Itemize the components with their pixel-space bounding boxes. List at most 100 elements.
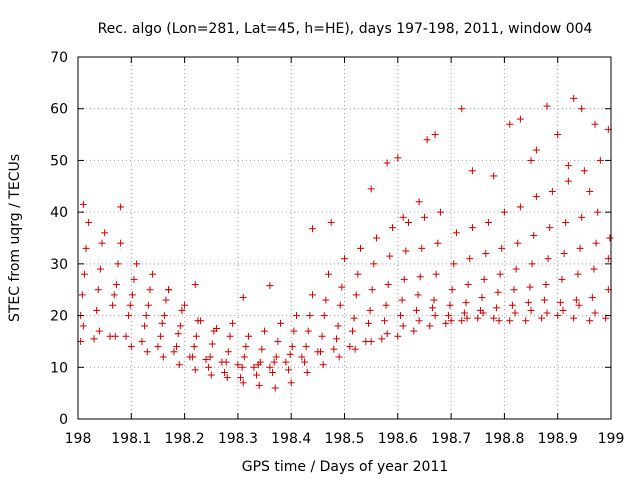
data-point xyxy=(423,136,431,144)
x-tick-label: 198.8 xyxy=(484,431,524,447)
data-point xyxy=(412,306,420,314)
data-point xyxy=(178,306,186,314)
data-point xyxy=(578,213,586,221)
data-point xyxy=(564,162,572,170)
y-axis-label: STEC from uqrg / TECUs xyxy=(7,154,23,322)
data-point xyxy=(157,332,165,340)
data-point xyxy=(141,322,149,330)
data-point xyxy=(506,317,514,325)
data-point xyxy=(271,384,279,392)
data-point xyxy=(162,296,170,304)
data-point xyxy=(122,332,130,340)
data-point xyxy=(101,229,109,237)
data-point xyxy=(468,224,476,232)
data-point xyxy=(498,244,506,252)
data-point xyxy=(117,203,125,211)
data-point xyxy=(176,322,184,330)
data-point xyxy=(367,185,375,193)
data-point xyxy=(170,348,178,356)
data-point xyxy=(93,306,101,314)
data-point xyxy=(492,304,500,312)
data-point xyxy=(575,301,583,309)
data-point xyxy=(500,208,508,216)
y-tick-label: 70 xyxy=(50,50,68,66)
data-point xyxy=(290,327,298,335)
data-point xyxy=(383,159,391,167)
data-point xyxy=(588,293,596,301)
data-point xyxy=(540,296,548,304)
data-point xyxy=(591,120,599,128)
data-point xyxy=(110,291,118,299)
data-point xyxy=(174,330,182,338)
data-point xyxy=(490,314,498,322)
data-point xyxy=(224,348,232,356)
data-point xyxy=(239,293,247,301)
data-point xyxy=(175,361,183,369)
y-tick-label: 20 xyxy=(50,309,68,325)
data-point xyxy=(191,281,199,289)
data-point xyxy=(338,283,346,291)
x-tick-label: 198.6 xyxy=(378,431,418,447)
data-point xyxy=(562,218,570,226)
data-point xyxy=(304,327,312,335)
data-point xyxy=(256,358,264,366)
data-point xyxy=(149,270,157,278)
data-point xyxy=(372,234,380,242)
data-point xyxy=(446,301,454,309)
data-point xyxy=(496,270,504,278)
data-point xyxy=(506,120,514,128)
data-point xyxy=(388,224,396,232)
data-point xyxy=(480,275,488,283)
data-point xyxy=(301,358,309,366)
data-point xyxy=(452,229,460,237)
data-point xyxy=(319,361,327,369)
data-point xyxy=(590,265,598,273)
data-point xyxy=(386,252,394,260)
data-point xyxy=(436,208,444,216)
data-point xyxy=(240,353,248,361)
data-point xyxy=(530,231,538,239)
y-tick-label: 10 xyxy=(50,360,68,376)
data-point xyxy=(207,371,215,379)
data-point xyxy=(138,337,146,345)
data-point xyxy=(514,239,522,247)
data-point xyxy=(223,374,231,382)
data-point xyxy=(554,312,562,320)
x-tick-labels: 198 198.1 198.2 198.3 198.4 198.5 198.6 198.7 19… xyxy=(65,431,625,447)
data-point xyxy=(432,270,440,278)
data-points xyxy=(77,94,614,392)
data-point xyxy=(415,198,423,206)
data-point xyxy=(237,374,245,382)
data-point xyxy=(190,343,198,351)
data-point xyxy=(309,225,317,233)
data-point xyxy=(90,335,98,343)
data-point xyxy=(222,358,230,366)
data-point xyxy=(146,286,154,294)
data-point xyxy=(173,343,181,351)
data-point xyxy=(197,317,205,325)
data-point xyxy=(428,304,436,312)
data-point xyxy=(510,286,518,294)
data-point xyxy=(181,301,189,309)
data-point xyxy=(274,337,282,345)
data-point xyxy=(133,260,141,268)
data-point xyxy=(522,317,530,325)
axis-ticks xyxy=(77,56,612,420)
data-point xyxy=(463,314,471,322)
data-point xyxy=(239,379,247,387)
data-point xyxy=(130,275,138,283)
data-point xyxy=(325,270,333,278)
data-point xyxy=(462,299,470,307)
data-point xyxy=(570,94,578,102)
data-point xyxy=(378,335,386,343)
data-point xyxy=(282,358,290,366)
data-point xyxy=(126,301,134,309)
data-point xyxy=(350,314,358,322)
data-point xyxy=(431,131,439,139)
data-point xyxy=(80,270,88,278)
data-point xyxy=(242,343,250,351)
x-tick-label: 198.4 xyxy=(271,431,311,447)
data-point xyxy=(348,327,356,335)
data-point xyxy=(402,247,410,255)
